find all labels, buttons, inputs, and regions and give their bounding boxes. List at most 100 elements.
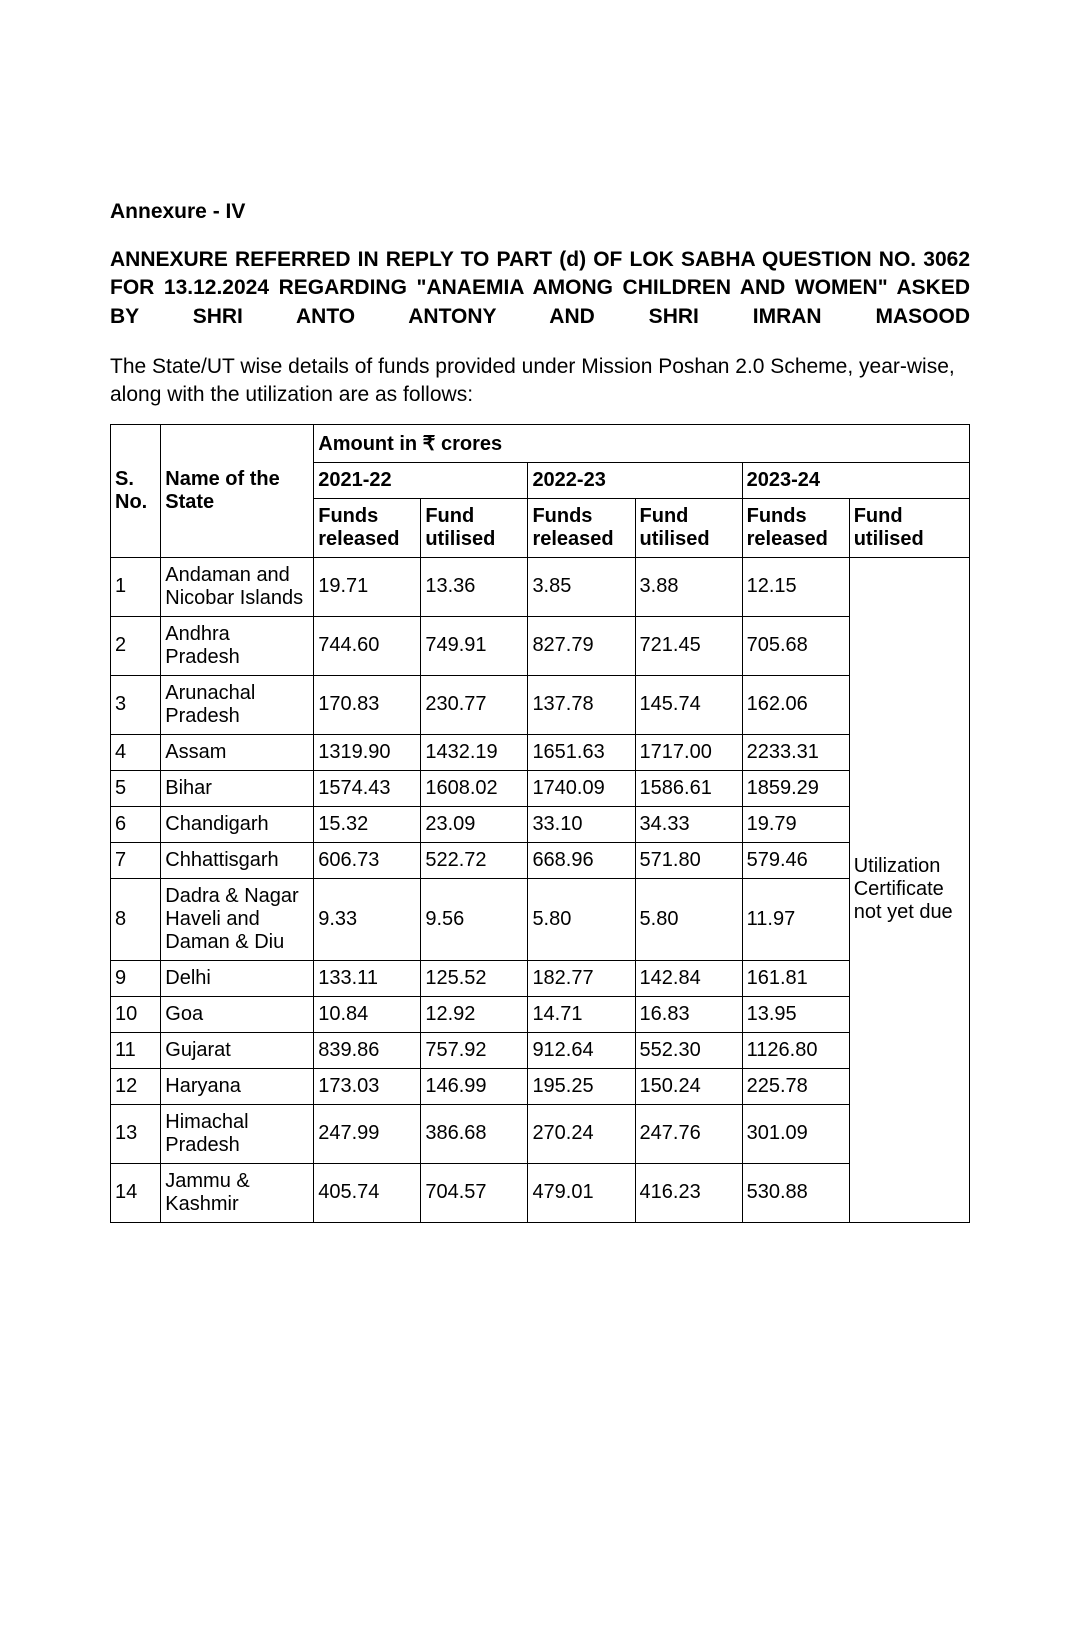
state-cell: Andaman and Nicobar Islands bbox=[161, 557, 314, 616]
released-cell: 1126.80 bbox=[742, 1032, 849, 1068]
sno-cell: 1 bbox=[111, 557, 161, 616]
utilised-cell: 247.76 bbox=[635, 1104, 742, 1163]
utilised-cell: 12.92 bbox=[421, 996, 528, 1032]
utilised-cell: 1586.61 bbox=[635, 770, 742, 806]
utilised-cell: 757.92 bbox=[421, 1032, 528, 1068]
utilised-cell: 16.83 bbox=[635, 996, 742, 1032]
released-cell: 827.79 bbox=[528, 616, 635, 675]
sno-cell: 4 bbox=[111, 734, 161, 770]
utilised-cell: 552.30 bbox=[635, 1032, 742, 1068]
released-cell: 405.74 bbox=[314, 1163, 421, 1222]
state-cell: Delhi bbox=[161, 960, 314, 996]
table-row: 14Jammu & Kashmir405.74704.57479.01416.2… bbox=[111, 1163, 970, 1222]
utilised-cell: 142.84 bbox=[635, 960, 742, 996]
released-cell: 12.15 bbox=[742, 557, 849, 616]
state-cell: Arunachal Pradesh bbox=[161, 675, 314, 734]
released-cell: 10.84 bbox=[314, 996, 421, 1032]
released-cell: 270.24 bbox=[528, 1104, 635, 1163]
released-cell: 744.60 bbox=[314, 616, 421, 675]
utilised-cell: 34.33 bbox=[635, 806, 742, 842]
table-row: 1Andaman and Nicobar Islands19.7113.363.… bbox=[111, 557, 970, 616]
utilised-cell: 146.99 bbox=[421, 1068, 528, 1104]
utilised-cell: 230.77 bbox=[421, 675, 528, 734]
released-cell: 15.32 bbox=[314, 806, 421, 842]
th-released-2: Funds released bbox=[528, 498, 635, 557]
state-cell: Jammu & Kashmir bbox=[161, 1163, 314, 1222]
th-sno: S. No. bbox=[111, 424, 161, 557]
table-body: 1Andaman and Nicobar Islands19.7113.363.… bbox=[111, 557, 970, 1222]
utilization-note-cell: Utilization Certificate not yet due bbox=[849, 557, 969, 1222]
sno-cell: 8 bbox=[111, 878, 161, 960]
th-utilised-3: Fund utilised bbox=[849, 498, 969, 557]
utilised-cell: 5.80 bbox=[635, 878, 742, 960]
table-row: 9Delhi133.11125.52182.77142.84161.81 bbox=[111, 960, 970, 996]
table-head: S. No. Name of the State Amount in ₹ cro… bbox=[111, 424, 970, 557]
utilised-cell: 9.56 bbox=[421, 878, 528, 960]
released-cell: 247.99 bbox=[314, 1104, 421, 1163]
table-row: 5Bihar1574.431608.021740.091586.611859.2… bbox=[111, 770, 970, 806]
released-cell: 133.11 bbox=[314, 960, 421, 996]
released-cell: 19.79 bbox=[742, 806, 849, 842]
utilised-cell: 386.68 bbox=[421, 1104, 528, 1163]
released-cell: 301.09 bbox=[742, 1104, 849, 1163]
th-utilised-1: Fund utilised bbox=[421, 498, 528, 557]
sno-cell: 10 bbox=[111, 996, 161, 1032]
table-row: 10Goa10.8412.9214.7116.8313.95 bbox=[111, 996, 970, 1032]
released-cell: 225.78 bbox=[742, 1068, 849, 1104]
released-cell: 479.01 bbox=[528, 1163, 635, 1222]
state-cell: Goa bbox=[161, 996, 314, 1032]
released-cell: 606.73 bbox=[314, 842, 421, 878]
sno-cell: 14 bbox=[111, 1163, 161, 1222]
th-year-2022-23: 2022-23 bbox=[528, 462, 742, 498]
table-row: 3Arunachal Pradesh170.83230.77137.78145.… bbox=[111, 675, 970, 734]
released-cell: 1859.29 bbox=[742, 770, 849, 806]
released-cell: 11.97 bbox=[742, 878, 849, 960]
sno-cell: 13 bbox=[111, 1104, 161, 1163]
utilised-cell: 749.91 bbox=[421, 616, 528, 675]
th-released-1: Funds released bbox=[314, 498, 421, 557]
released-cell: 705.68 bbox=[742, 616, 849, 675]
sno-cell: 11 bbox=[111, 1032, 161, 1068]
utilised-cell: 522.72 bbox=[421, 842, 528, 878]
sno-cell: 12 bbox=[111, 1068, 161, 1104]
table-row: 13Himachal Pradesh247.99386.68270.24247.… bbox=[111, 1104, 970, 1163]
released-cell: 530.88 bbox=[742, 1163, 849, 1222]
state-cell: Haryana bbox=[161, 1068, 314, 1104]
utilised-cell: 571.80 bbox=[635, 842, 742, 878]
released-cell: 195.25 bbox=[528, 1068, 635, 1104]
table-row: 11Gujarat839.86757.92912.64552.301126.80 bbox=[111, 1032, 970, 1068]
utilised-cell: 150.24 bbox=[635, 1068, 742, 1104]
released-cell: 1740.09 bbox=[528, 770, 635, 806]
sno-cell: 6 bbox=[111, 806, 161, 842]
state-cell: Assam bbox=[161, 734, 314, 770]
sno-cell: 5 bbox=[111, 770, 161, 806]
utilised-cell: 13.36 bbox=[421, 557, 528, 616]
table-row: 7Chhattisgarh606.73522.72668.96571.80579… bbox=[111, 842, 970, 878]
released-cell: 170.83 bbox=[314, 675, 421, 734]
released-cell: 9.33 bbox=[314, 878, 421, 960]
utilised-cell: 125.52 bbox=[421, 960, 528, 996]
released-cell: 19.71 bbox=[314, 557, 421, 616]
utilised-cell: 145.74 bbox=[635, 675, 742, 734]
released-cell: 13.95 bbox=[742, 996, 849, 1032]
sno-cell: 3 bbox=[111, 675, 161, 734]
table-row: 2Andhra Pradesh744.60749.91827.79721.457… bbox=[111, 616, 970, 675]
table-row: 12Haryana173.03146.99195.25150.24225.78 bbox=[111, 1068, 970, 1104]
state-cell: Bihar bbox=[161, 770, 314, 806]
released-cell: 162.06 bbox=[742, 675, 849, 734]
sno-cell: 9 bbox=[111, 960, 161, 996]
utilised-cell: 721.45 bbox=[635, 616, 742, 675]
th-year-2023-24: 2023-24 bbox=[742, 462, 969, 498]
released-cell: 33.10 bbox=[528, 806, 635, 842]
table-row: 8Dadra & Nagar Haveli and Daman & Diu9.3… bbox=[111, 878, 970, 960]
th-year-2021-22: 2021-22 bbox=[314, 462, 528, 498]
table-row: 4Assam1319.901432.191651.631717.002233.3… bbox=[111, 734, 970, 770]
th-utilised-2: Fund utilised bbox=[635, 498, 742, 557]
released-cell: 1651.63 bbox=[528, 734, 635, 770]
released-cell: 579.46 bbox=[742, 842, 849, 878]
state-cell: Chhattisgarh bbox=[161, 842, 314, 878]
released-cell: 668.96 bbox=[528, 842, 635, 878]
th-state: Name of the State bbox=[161, 424, 314, 557]
released-cell: 137.78 bbox=[528, 675, 635, 734]
released-cell: 912.64 bbox=[528, 1032, 635, 1068]
